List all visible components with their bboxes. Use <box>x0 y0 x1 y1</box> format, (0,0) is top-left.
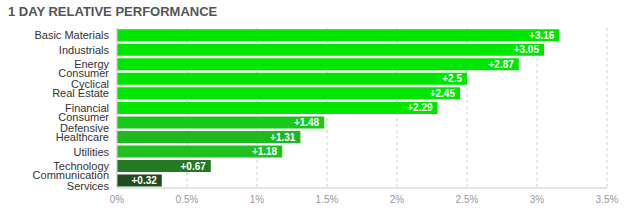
svg-text:Healthcare: Healthcare <box>56 131 109 143</box>
svg-text:+1.18: +1.18 <box>252 146 278 157</box>
svg-text:+1.48: +1.48 <box>294 117 320 128</box>
svg-text:0%: 0% <box>110 194 125 205</box>
svg-text:2.5%: 2.5% <box>456 194 479 205</box>
svg-text:+2.45: +2.45 <box>430 88 456 99</box>
svg-text:Real Estate: Real Estate <box>52 87 109 99</box>
svg-text:+2.5: +2.5 <box>442 73 462 84</box>
svg-text:+3.16: +3.16 <box>529 30 555 41</box>
svg-text:0.5%: 0.5% <box>176 194 199 205</box>
svg-text:1%: 1% <box>250 194 265 205</box>
svg-text:+0.67: +0.67 <box>180 161 206 172</box>
svg-text:Basic Materials: Basic Materials <box>34 29 109 41</box>
svg-text:+1.31: +1.31 <box>270 132 296 143</box>
svg-text:+2.29: +2.29 <box>407 102 433 113</box>
svg-text:1.5%: 1.5% <box>316 194 339 205</box>
svg-text:3.5%: 3.5% <box>596 194 619 205</box>
svg-text:+2.87: +2.87 <box>488 59 514 70</box>
svg-text:+0.32: +0.32 <box>131 175 157 186</box>
svg-text:Industrials: Industrials <box>59 44 110 56</box>
svg-text:2%: 2% <box>390 194 405 205</box>
svg-text:CommunicationServices: CommunicationServices <box>33 169 110 192</box>
svg-text:3%: 3% <box>530 194 545 205</box>
svg-text:Utilities: Utilities <box>74 146 110 158</box>
svg-text:+3.05: +3.05 <box>514 44 540 55</box>
